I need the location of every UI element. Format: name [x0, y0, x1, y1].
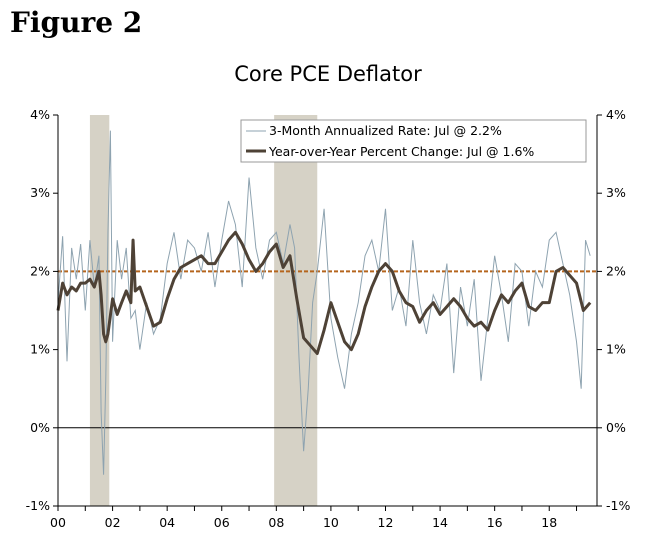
- y-tick-label-left: -1%: [26, 498, 50, 513]
- y-tick-label-left: 2%: [30, 263, 50, 278]
- chart-title: Core PCE Deflator: [234, 62, 422, 86]
- series-three-month-line: [57, 130, 591, 475]
- legend: 3-Month Annualized Rate: Jul @ 2.2% Year…: [240, 119, 587, 163]
- x-tick-label: 18: [541, 515, 557, 530]
- y-tick-label-left: 3%: [30, 185, 50, 200]
- grid-layer: [58, 270, 597, 429]
- x-tick-label: 00: [50, 515, 66, 530]
- x-tick-label: 04: [159, 515, 175, 530]
- series-layer: [56, 130, 592, 475]
- legend-box: [240, 119, 587, 163]
- series-year-over-year-line: [56, 230, 592, 356]
- x-tick-label: 06: [214, 515, 230, 530]
- y-tick-label-left: 4%: [30, 107, 50, 122]
- legend-label-year-over-year: Year-over-Year Percent Change: Jul @ 1.6…: [268, 144, 534, 159]
- figure-label: Figure 2: [10, 6, 143, 39]
- y-tick-label-right: 1%: [606, 342, 626, 357]
- y-tick-label-left: 1%: [30, 342, 50, 357]
- y-tick-label-right: -1%: [606, 498, 630, 513]
- recession-layer: [89, 115, 318, 506]
- axis-layer: -1% -1% 0% 0% 1% 1% 2% 2% 3% 3% 4% 4% 00 02 04 06 08 10 12…: [26, 107, 631, 530]
- y-tick-label-left: 0%: [30, 420, 50, 435]
- x-tick-label: 02: [105, 515, 121, 530]
- x-tick-label: 10: [323, 515, 339, 530]
- recession-band-1: [274, 115, 318, 506]
- y-tick-label-right: 2%: [606, 263, 626, 278]
- y-tick-label-right: 0%: [606, 420, 626, 435]
- y-tick-label-right: 3%: [606, 185, 626, 200]
- x-tick-label: 12: [378, 515, 394, 530]
- y-tick-label-right: 4%: [606, 107, 626, 122]
- x-tick-label: 14: [432, 515, 448, 530]
- x-tick-label: 16: [487, 515, 503, 530]
- legend-label-three-month: 3-Month Annualized Rate: Jul @ 2.2%: [269, 123, 502, 138]
- x-tick-label: 08: [268, 515, 284, 530]
